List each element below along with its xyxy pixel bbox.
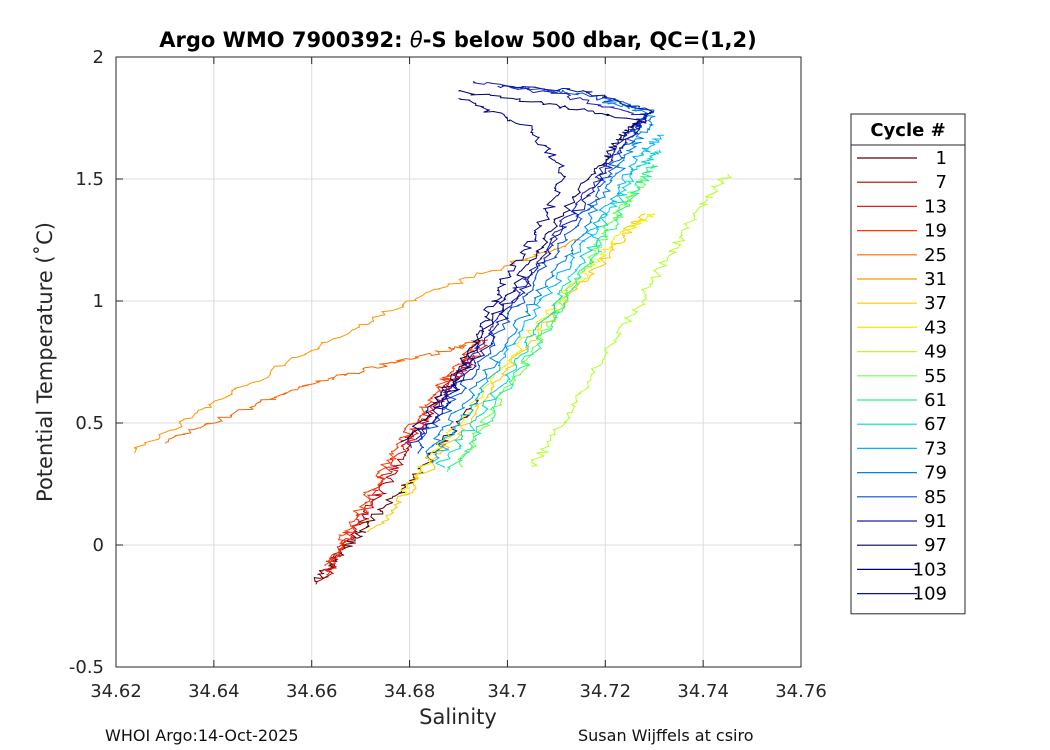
series-line-cycle-49 (530, 173, 732, 467)
series-line-cycle-31 (134, 239, 581, 454)
series-line-cycle-19 (324, 339, 481, 566)
series-line-cycle-25 (164, 339, 484, 444)
legend-label: 1 (936, 148, 947, 169)
series-line-cycle-43 (399, 212, 656, 496)
x-axis-label: Salinity (419, 705, 497, 729)
series-line-cycle-85 (417, 85, 655, 454)
legend-label: 67 (924, 414, 947, 435)
x-tick-label: 34.7 (487, 681, 527, 702)
legend-label: 49 (924, 342, 947, 363)
legend-label: 25 (924, 245, 947, 266)
y-axis-label: Potential Temperature (˚C) (33, 222, 57, 502)
chart-title: Argo WMO 7900392: θ-S below 500 dbar, QC… (159, 28, 756, 52)
series-line-cycle-55 (457, 178, 647, 468)
legend-label: 43 (924, 317, 947, 338)
legend-label: 7 (936, 172, 947, 193)
y-tick-label: 0.5 (75, 413, 104, 434)
legend-label: 85 (924, 487, 947, 508)
legend: Cycle # 1 7 13 19 25 31 37 43 49 55 61 67 73 79 85 91 97 1… (850, 113, 966, 615)
y-tick-label: -0.5 (69, 657, 104, 678)
footer-left: WHOI Argo:14-Oct-2025 (105, 726, 299, 745)
legend-label: 37 (924, 293, 947, 314)
y-tick-label: 0 (93, 535, 104, 556)
x-tick-label: 34.72 (580, 681, 632, 702)
x-tick-label: 34.74 (677, 681, 729, 702)
legend-label: 97 (924, 535, 947, 556)
y-tick-label: 2 (93, 47, 104, 68)
legend-label: 103 (913, 559, 947, 580)
axis-ticks: 34.62 34.64 34.66 34.68 34.7 34.72 34.74 34.76 -… (69, 47, 827, 702)
x-tick-label: 34.76 (775, 681, 827, 702)
plot-area (134, 80, 732, 585)
series-line-cycle-67 (435, 149, 662, 468)
legend-box (850, 113, 966, 615)
legend-label: 91 (924, 511, 947, 532)
series-line-cycle-13 (322, 339, 488, 576)
legend-label: 79 (924, 463, 947, 484)
series-line-cycle-61 (447, 164, 658, 473)
legend-label: 109 (913, 584, 947, 605)
legend-label: 73 (924, 438, 947, 459)
footer-right: Susan Wijffels at csiro (578, 726, 754, 745)
legend-title: Cycle # (870, 120, 945, 141)
y-tick-label: 1.5 (75, 169, 104, 190)
series-line-cycle-103 (433, 98, 566, 410)
series-line-cycle-73 (431, 134, 665, 463)
x-tick-label: 34.66 (286, 681, 338, 702)
series-line-cycle-79 (425, 100, 656, 459)
x-tick-label: 34.64 (188, 681, 240, 702)
x-tick-label: 34.62 (90, 681, 142, 702)
legend-label: 61 (924, 390, 947, 411)
legend-label: 31 (924, 269, 947, 290)
series-line-cycle-109 (415, 85, 654, 440)
series-line-cycle-97 (400, 90, 643, 443)
axes-box (115, 56, 802, 668)
legend-label: 13 (924, 196, 947, 217)
y-tick-label: 1 (93, 291, 104, 312)
x-tick-label: 34.68 (384, 681, 436, 702)
legend-label: 19 (924, 221, 947, 242)
series-line-cycle-37 (366, 213, 645, 533)
legend-label: 55 (924, 366, 947, 387)
